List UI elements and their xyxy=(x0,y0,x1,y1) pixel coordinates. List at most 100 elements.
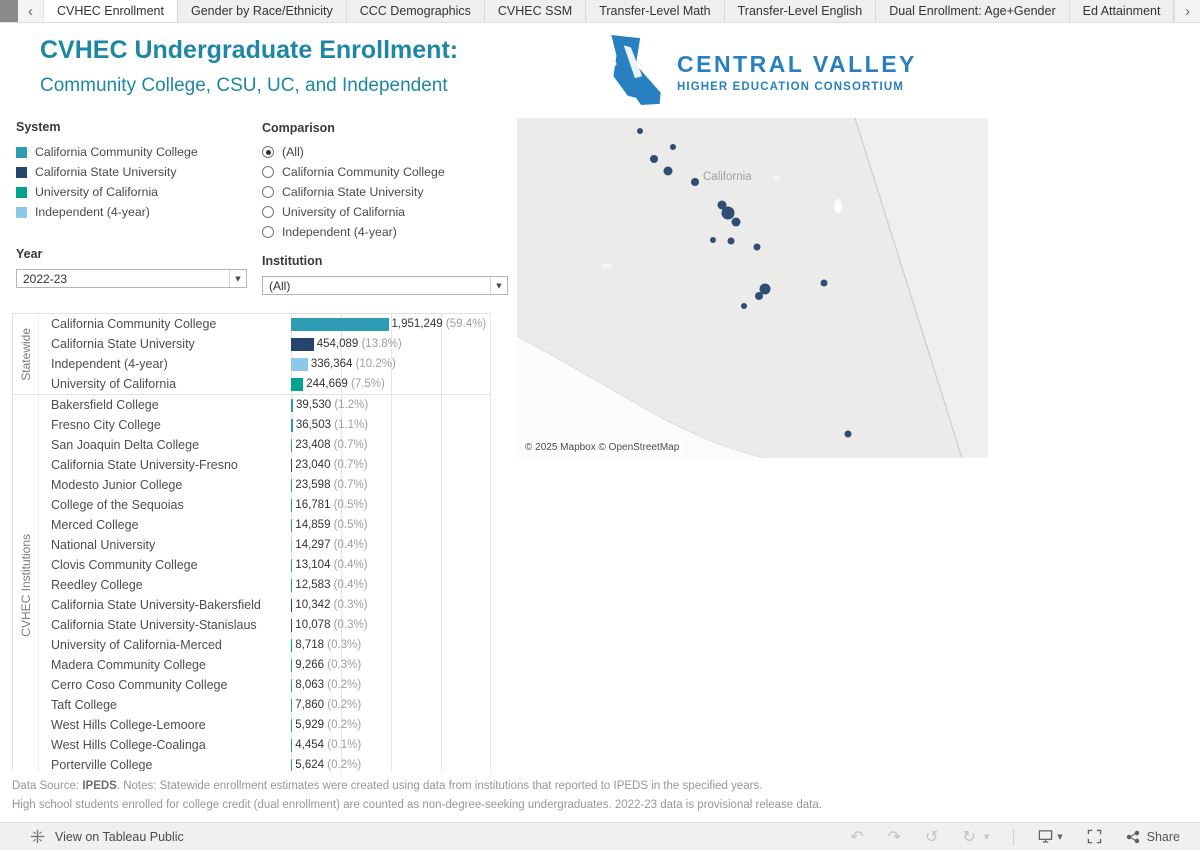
year-dropdown[interactable]: 2022-23 ▼ xyxy=(16,269,247,288)
radio-label: (All) xyxy=(282,145,304,159)
enrollment-bar[interactable] xyxy=(291,718,293,732)
chart-row[interactable]: University of California-Merced 8,718 (0.… xyxy=(39,635,491,655)
institution-map-dot[interactable] xyxy=(691,178,699,186)
tab-transfer-level-math[interactable]: Transfer-Level Math xyxy=(586,0,725,22)
legend-item[interactable]: California State University xyxy=(16,162,254,182)
enrollment-bar[interactable] xyxy=(291,518,293,532)
enrollment-bar[interactable] xyxy=(291,658,293,672)
chart-row[interactable]: College of the Sequoias 16,781 (0.5%) xyxy=(39,495,491,515)
chart-row[interactable]: California State University-Bakersfield 1… xyxy=(39,595,491,615)
enrollment-bar[interactable] xyxy=(291,458,293,472)
view-on-tableau-public-link[interactable]: View on Tableau Public xyxy=(30,829,184,844)
legend-item[interactable]: University of California xyxy=(16,182,254,202)
enrollment-bar[interactable] xyxy=(291,337,314,351)
chart-row[interactable]: Bakersfield College 39,530 (1.2%) xyxy=(39,395,491,415)
chart-row[interactable]: Porterville College 5,624 (0.2%) xyxy=(39,755,491,771)
enrollment-bar[interactable] xyxy=(291,377,304,391)
enrollment-bar[interactable] xyxy=(291,438,293,452)
enrollment-bar[interactable] xyxy=(291,498,293,512)
legend-item[interactable]: California Community College xyxy=(16,142,254,162)
download-button[interactable]: ▼ xyxy=(1038,829,1063,844)
institution-map-dot[interactable] xyxy=(721,206,735,220)
chart-row[interactable]: Clovis Community College 13,104 (0.4%) xyxy=(39,555,491,575)
chart-row[interactable]: Cerro Coso Community College 8,063 (0.2%) xyxy=(39,675,491,695)
chart-row[interactable]: National University 14,297 (0.4%) xyxy=(39,535,491,555)
enrollment-bar[interactable] xyxy=(291,398,293,412)
california-map[interactable]: California © 2025 Mapbox © OpenStreetMap xyxy=(517,118,988,458)
share-button[interactable]: Share xyxy=(1126,830,1180,844)
chart-row[interactable]: Modesto Junior College 23,598 (0.7%) xyxy=(39,475,491,495)
enrollment-bar[interactable] xyxy=(291,678,293,692)
map-region-label: California xyxy=(703,171,752,183)
chart-row[interactable]: California State University-Fresno 23,040… xyxy=(39,455,491,475)
institution-map-dot[interactable] xyxy=(637,128,643,134)
enrollment-bar[interactable] xyxy=(291,357,308,371)
enrollment-bar[interactable] xyxy=(291,758,293,771)
tab-scroll-right-icon[interactable]: › xyxy=(1174,0,1200,22)
chart-row[interactable]: San Joaquin Delta College 23,408 (0.7%) xyxy=(39,435,491,455)
reset-icon[interactable]: ↺ xyxy=(925,826,939,846)
radio-option[interactable]: Independent (4-year) xyxy=(262,222,512,242)
chart-row[interactable]: California State University 454,089 (13.8… xyxy=(39,334,491,354)
tab-ed-attainment[interactable]: Ed Attainment xyxy=(1069,0,1174,22)
institution-map-dot[interactable] xyxy=(731,217,741,227)
tab-scroll-left-icon[interactable]: ‹ xyxy=(18,0,44,22)
refresh-icon[interactable]: ↻ xyxy=(962,826,976,846)
sheet-list-button[interactable] xyxy=(0,0,18,22)
radio-option[interactable]: California State University xyxy=(262,182,512,202)
enrollment-bar[interactable] xyxy=(291,558,293,572)
lake xyxy=(602,263,612,269)
enrollment-bar[interactable] xyxy=(291,578,293,592)
map-attribution[interactable]: © 2025 Mapbox © OpenStreetMap xyxy=(521,441,684,454)
institution-map-dot[interactable] xyxy=(755,292,763,300)
institution-dropdown[interactable]: (All) ▼ xyxy=(262,276,508,295)
institution-map-dot[interactable] xyxy=(820,279,828,287)
redo-icon[interactable]: ↷ xyxy=(887,826,902,846)
tab-ccc-demographics[interactable]: CCC Demographics xyxy=(346,0,485,22)
institution-map-dot[interactable] xyxy=(710,237,716,243)
chart-row[interactable]: West Hills College-Coalinga 4,454 (0.1%) xyxy=(39,735,491,755)
radio-option[interactable]: (All) xyxy=(262,142,512,162)
chart-row[interactable]: California State University-Stanislaus 10… xyxy=(39,615,491,635)
enrollment-bar[interactable] xyxy=(291,418,293,432)
tab-cvhec-enrollment[interactable]: CVHEC Enrollment xyxy=(44,0,178,22)
dashboard-subtitle: Community College, CSU, UC, and Independ… xyxy=(40,75,448,96)
chart-row[interactable]: West Hills College-Lemoore 5,929 (0.2%) xyxy=(39,715,491,735)
institution-map-dot[interactable] xyxy=(663,166,673,176)
chart-row[interactable]: Madera Community College 9,266 (0.3%) xyxy=(39,655,491,675)
institution-map-dot[interactable] xyxy=(717,200,727,210)
chart-row[interactable]: University of California 244,669 (7.5%) xyxy=(39,374,491,394)
chevron-down-icon[interactable]: ▼ xyxy=(983,832,990,841)
enrollment-bar[interactable] xyxy=(291,738,293,752)
fullscreen-button[interactable] xyxy=(1087,829,1102,844)
institution-map-dot[interactable] xyxy=(727,237,735,245)
chart-row[interactable]: Taft College 7,860 (0.2%) xyxy=(39,695,491,715)
undo-icon[interactable]: ↶ xyxy=(850,826,864,846)
chart-row[interactable]: Reedley College 12,583 (0.4%) xyxy=(39,575,491,595)
enrollment-bar[interactable] xyxy=(291,478,293,492)
enrollment-bar[interactable] xyxy=(291,538,293,552)
radio-option[interactable]: California Community College xyxy=(262,162,512,182)
institution-map-dot[interactable] xyxy=(759,283,771,295)
chart-row[interactable]: Independent (4-year) 336,364 (10.2%) xyxy=(39,354,491,374)
enrollment-bar[interactable] xyxy=(291,618,293,632)
institution-map-dot[interactable] xyxy=(650,155,658,163)
institution-map-dot[interactable] xyxy=(670,144,676,150)
legend-item[interactable]: Independent (4-year) xyxy=(16,202,254,222)
enrollment-bar[interactable] xyxy=(291,698,293,712)
chart-row[interactable]: Fresno City College 36,503 (1.1%) xyxy=(39,415,491,435)
enrollment-bar[interactable] xyxy=(291,317,389,331)
institution-map-dot[interactable] xyxy=(741,303,747,309)
institution-map-dot[interactable] xyxy=(844,430,852,438)
enrollment-bar[interactable] xyxy=(291,638,293,652)
tab-cvhec-ssm[interactable]: CVHEC SSM xyxy=(484,0,587,22)
chevron-down-icon: ▼ xyxy=(1057,832,1063,841)
chart-row[interactable]: California Community College 1,951,249 (5… xyxy=(39,314,491,334)
enrollment-bar[interactable] xyxy=(291,598,293,612)
tab-dual-enrollment-age-gender[interactable]: Dual Enrollment: Age+Gender xyxy=(876,0,1070,22)
tab-transfer-level-english[interactable]: Transfer-Level English xyxy=(724,0,877,22)
chart-row[interactable]: Merced College 14,859 (0.5%) xyxy=(39,515,491,535)
radio-option[interactable]: University of California xyxy=(262,202,512,222)
institution-map-dot[interactable] xyxy=(753,243,761,251)
tab-gender-by-race-ethnicity[interactable]: Gender by Race/Ethnicity xyxy=(177,0,347,22)
